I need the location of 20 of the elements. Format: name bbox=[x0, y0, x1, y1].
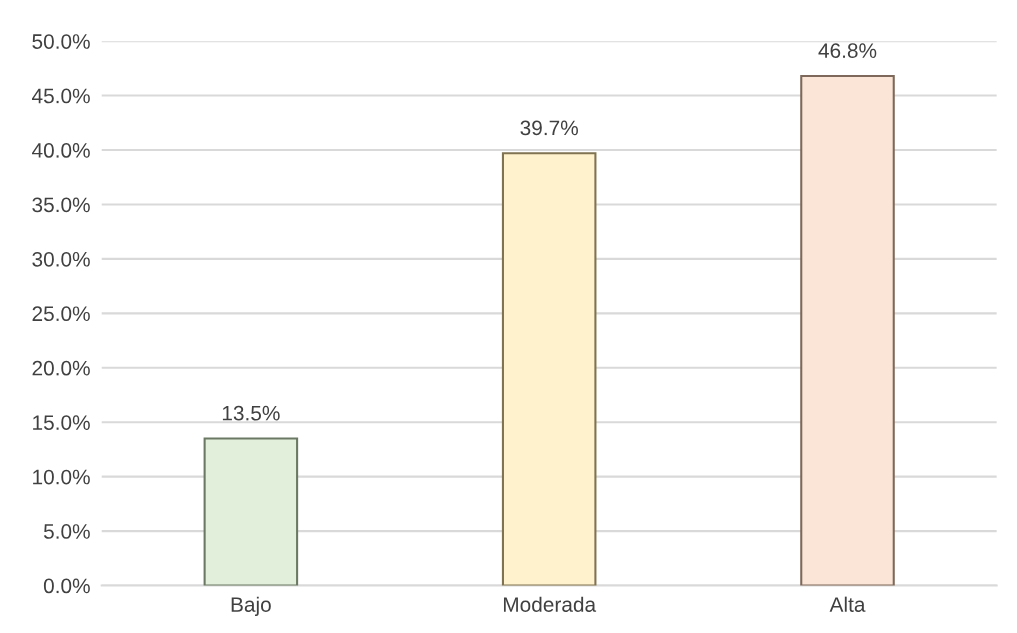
y-tick-label: 50.0% bbox=[32, 34, 90, 49]
data-label: 13.5% bbox=[222, 405, 280, 421]
data-label: 46.8% bbox=[818, 43, 877, 58]
bar bbox=[800, 74, 895, 586]
y-tick-label: 15.0% bbox=[33, 415, 90, 430]
y-tick-label: 10.0% bbox=[33, 469, 90, 485]
y-tick-label: 45.0% bbox=[32, 88, 90, 104]
y-tick-label: 40.0% bbox=[32, 143, 90, 158]
x-tick-label: Alta bbox=[829, 596, 866, 612]
y-tick-label: 30.0% bbox=[32, 251, 90, 267]
bar bbox=[203, 437, 299, 586]
y-tick-label: 20.0% bbox=[32, 360, 90, 376]
y-tick-label: 25.0% bbox=[32, 306, 90, 322]
y-tick-label: 0.0% bbox=[43, 578, 90, 594]
y-tick-label: 35.0% bbox=[32, 197, 90, 213]
x-tick-label: Moderada bbox=[503, 596, 597, 612]
x-tick-label: Bajo bbox=[231, 596, 271, 617]
data-label: 39.7% bbox=[520, 120, 578, 136]
y-tick-label: 5.0% bbox=[43, 524, 90, 539]
bar bbox=[501, 152, 597, 586]
